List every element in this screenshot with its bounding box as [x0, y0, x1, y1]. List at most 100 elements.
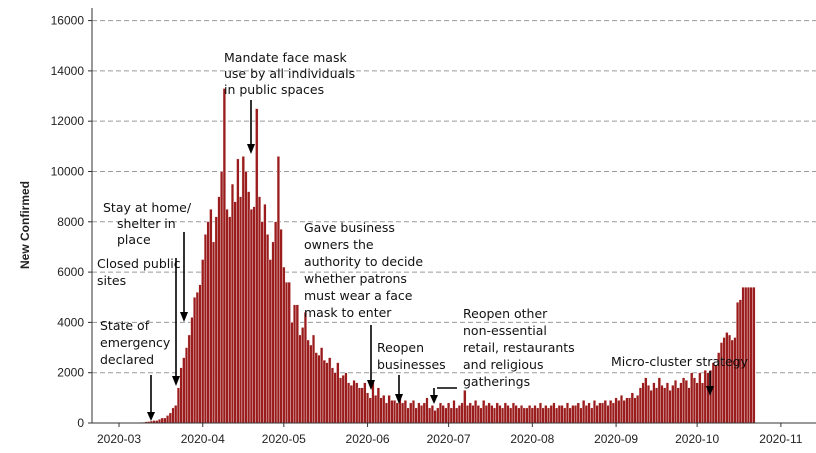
svg-text:Closed public sites: Closed public sites — [97, 256, 185, 288]
daily-cases-bar — [160, 417, 164, 424]
daily-cases-bar — [673, 380, 678, 424]
annotation-closed-public-sites: Closed public sites — [97, 256, 185, 386]
daily-cases-bar — [266, 234, 270, 424]
daily-cases-bar — [395, 402, 399, 424]
daily-cases-bar — [349, 385, 353, 424]
daily-cases-bar — [638, 387, 642, 424]
y-tick-label: 16000 — [51, 14, 85, 28]
daily-cases-bar — [376, 387, 380, 424]
daily-cases-bar — [468, 402, 472, 424]
daily-cases-bar — [560, 405, 564, 424]
y-tick-label: 2000 — [57, 366, 84, 380]
annotation-line: retail, restaurants — [463, 340, 575, 355]
daily-cases-bar — [287, 281, 291, 424]
daily-cases-bar — [428, 407, 432, 424]
x-tick-label: 2020-04 — [181, 432, 225, 446]
daily-cases-bar — [222, 88, 226, 424]
daily-cases-bar — [198, 284, 202, 424]
daily-cases-bar — [547, 407, 551, 424]
annotation-line: Micro-cluster strategy — [611, 354, 749, 369]
daily-cases-bar — [711, 362, 715, 424]
daily-cases-bar — [579, 407, 583, 424]
annotation-line: owners the — [304, 237, 374, 252]
daily-cases-bar — [311, 334, 316, 424]
daily-cases-bar — [463, 390, 467, 424]
daily-cases-bar — [230, 183, 235, 424]
daily-cases-bar — [614, 397, 618, 424]
daily-cases-bar — [517, 407, 521, 424]
daily-cases-bar — [555, 407, 559, 424]
daily-cases-bar — [492, 407, 497, 424]
daily-cases-bar — [417, 402, 421, 424]
annotation-line: businesses — [377, 357, 446, 372]
daily-cases-bar — [249, 209, 253, 424]
daily-cases-bar — [471, 405, 475, 424]
daily-cases-bar — [371, 382, 375, 424]
arrowhead-icon — [180, 312, 188, 322]
daily-cases-bar — [495, 402, 499, 424]
daily-cases-bar — [366, 392, 370, 424]
daily-cases-bar — [330, 367, 334, 424]
arrowhead-icon — [147, 412, 155, 421]
x-tick-label: 2020-07 — [427, 432, 471, 446]
daily-cases-bar — [360, 387, 364, 424]
daily-cases-bar — [692, 377, 696, 424]
daily-cases-bar — [384, 402, 388, 424]
daily-cases-bar — [455, 407, 459, 424]
daily-cases-bar — [571, 405, 575, 424]
x-tick-label: 2020-11 — [759, 432, 802, 446]
daily-cases-bar — [728, 334, 732, 424]
x-tick-label: 2020-06 — [346, 432, 390, 446]
daily-cases-bar — [690, 372, 694, 424]
annotation-line: declared — [100, 352, 154, 367]
daily-cases-bar — [617, 400, 621, 424]
daily-cases-bar — [187, 334, 191, 424]
daily-cases-bar — [282, 266, 286, 424]
daily-cases-bar — [276, 156, 280, 424]
daily-cases-bar — [357, 387, 361, 424]
daily-cases-bar — [341, 375, 345, 424]
annotation-line: non-essential — [463, 323, 547, 338]
daily-cases-bar — [587, 402, 591, 424]
y-tick-label: 0 — [77, 416, 84, 430]
x-tick-label: 2020-03 — [97, 432, 141, 446]
arrowhead-icon — [430, 395, 438, 404]
daily-cases-bar — [387, 395, 391, 424]
daily-cases-bar — [655, 387, 659, 424]
y-tick-label: 12000 — [51, 114, 85, 128]
daily-cases-bar — [409, 402, 413, 424]
daily-cases-bar — [644, 377, 648, 424]
daily-cases-bar — [695, 382, 699, 424]
daily-cases-bar — [298, 334, 302, 424]
daily-cases-bar — [514, 405, 518, 424]
daily-cases-bar — [309, 344, 313, 424]
daily-cases-bar — [438, 402, 443, 424]
daily-cases-bar — [436, 407, 440, 424]
daily-cases-bar — [628, 397, 632, 424]
daily-cases-bar — [406, 407, 410, 424]
daily-cases-bar — [660, 385, 664, 424]
daily-cases-bar — [414, 407, 418, 424]
daily-cases-bar — [633, 397, 637, 424]
daily-cases-bar — [525, 407, 529, 424]
daily-cases-bar — [201, 259, 205, 424]
daily-cases-bar — [301, 327, 305, 424]
daily-cases-bar — [444, 407, 448, 424]
daily-cases-bar — [274, 221, 278, 424]
daily-cases-bar — [317, 354, 321, 424]
svg-text:Gave business owners the: Gave business owners the authority to de… — [304, 220, 427, 320]
daily-cases-bar — [190, 317, 194, 424]
daily-cases-bar — [430, 405, 434, 424]
daily-cases-bar — [425, 397, 429, 424]
daily-cases-bar — [582, 400, 586, 424]
annotation-face-mask-mandate: Mandate face mask use by all individuals… — [224, 50, 355, 154]
daily-cases-bar — [584, 405, 588, 424]
daily-cases-bar — [511, 402, 515, 424]
daily-cases-bar — [279, 229, 283, 424]
daily-cases-bar — [652, 382, 656, 424]
daily-cases-bar — [244, 171, 248, 424]
daily-cases-bar — [233, 201, 237, 424]
annotation-line: use by all individuals — [224, 66, 355, 81]
daily-cases-bar — [284, 281, 289, 424]
y-tick-label: 10000 — [51, 164, 85, 178]
